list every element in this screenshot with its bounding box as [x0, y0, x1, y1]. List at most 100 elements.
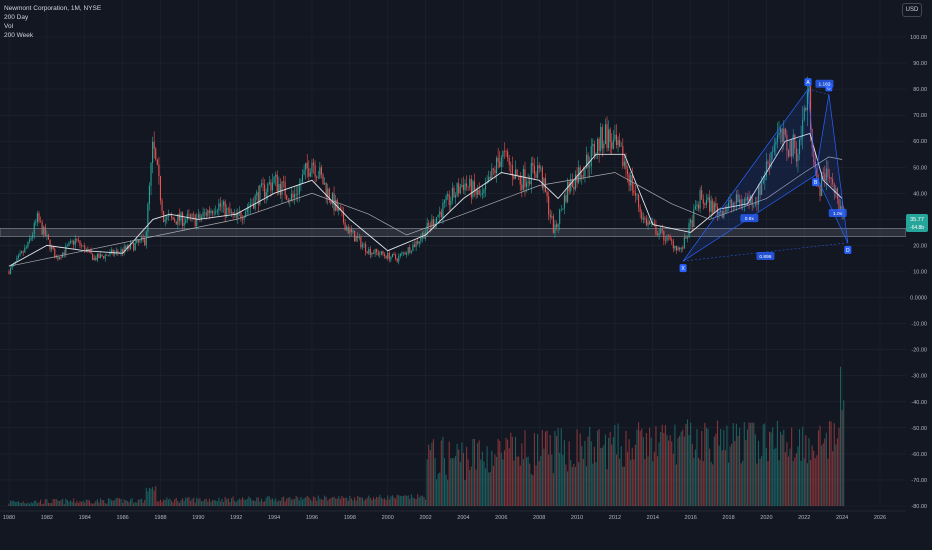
volume-bar	[319, 498, 321, 506]
volume-bar	[270, 499, 272, 506]
volume-bar	[142, 502, 144, 506]
candle-body	[795, 148, 797, 162]
volume-bar	[174, 499, 176, 506]
candle-body	[284, 181, 286, 196]
candle-body	[216, 210, 218, 212]
x-tick-label: 2014	[647, 515, 659, 521]
candle-body	[415, 241, 417, 247]
volume-bar	[656, 456, 659, 506]
volume-bar	[402, 495, 405, 506]
volume-bar	[224, 497, 226, 506]
legend-ma-200-week[interactable]: 200 Week	[4, 32, 34, 39]
volume-bar	[450, 458, 452, 506]
volume-bar	[409, 498, 411, 506]
candle-body	[805, 107, 807, 111]
candle-body	[245, 211, 247, 218]
volume-bar	[454, 456, 457, 506]
volume-bar	[488, 472, 490, 506]
candle-body	[765, 161, 767, 177]
volume-bar	[511, 436, 513, 506]
volume-bar	[727, 462, 730, 506]
legend-ma-200-day[interactable]: 200 Day	[4, 14, 29, 21]
candle-body	[574, 174, 577, 190]
candle-body	[202, 212, 204, 217]
candle-body	[421, 232, 423, 239]
volume-bar	[35, 500, 37, 506]
candle-body	[781, 128, 783, 143]
candle-body	[36, 213, 38, 222]
candle-body	[649, 221, 651, 224]
candle-body	[309, 172, 311, 177]
candle-body	[505, 151, 507, 152]
candle-body	[137, 239, 139, 243]
candle-body	[172, 217, 174, 220]
candle-body	[440, 211, 442, 218]
candle-body	[122, 249, 124, 254]
volume-bar	[535, 465, 537, 506]
chart-legend: Newmont Corporation, 1M, NYSE 200 Day Vo…	[4, 4, 101, 40]
candle-body	[324, 183, 326, 185]
candle-body	[134, 243, 136, 251]
volume-bar	[631, 447, 633, 506]
candle-body	[35, 221, 37, 223]
legend-volume[interactable]: Vol	[4, 23, 14, 30]
candle-body	[696, 204, 698, 207]
volume-bar	[712, 464, 714, 506]
candle-body	[821, 172, 823, 196]
price-axis[interactable]: 100.0090.0080.0070.0060.0050.0040.0030.0…	[906, 0, 932, 550]
volume-bar	[341, 496, 343, 506]
volume-bar	[49, 503, 51, 506]
candle-body	[115, 250, 117, 253]
candle-body	[622, 146, 624, 166]
time-axis[interactable]: 1980 1982 1984 1986 1988 1990 1992 1994 1996 1998…	[0, 510, 906, 521]
ma-200-week-line	[8, 156, 843, 267]
candle-body	[488, 176, 490, 183]
volume-bar	[549, 434, 551, 506]
candle-body	[40, 221, 42, 223]
volume-bar	[205, 498, 207, 506]
candle-body	[104, 255, 106, 259]
volume-bar	[817, 430, 820, 506]
candle-body	[298, 184, 300, 194]
candle-body	[544, 178, 547, 192]
candle-body	[669, 236, 671, 240]
candle-body	[170, 215, 173, 218]
x-tick-label: 2026	[874, 515, 886, 521]
candle-body	[305, 162, 307, 171]
candle-body	[814, 161, 816, 168]
volume-bar	[374, 498, 376, 506]
candle-body	[365, 243, 367, 252]
volume-bar	[702, 461, 704, 506]
candle-body	[38, 213, 40, 222]
x-tick-label: 2008	[533, 515, 545, 521]
volume-bar	[551, 454, 553, 506]
volume-bar	[508, 448, 510, 506]
volume-bar	[232, 496, 234, 506]
volume-bar	[131, 498, 133, 506]
currency-button[interactable]: USD	[902, 3, 922, 17]
candle-body	[743, 198, 745, 204]
volume-bar	[787, 456, 790, 506]
candle-body	[732, 203, 734, 206]
legend-symbol-title[interactable]: Newmont Corporation, 1M, NYSE	[4, 5, 102, 12]
volume-bar	[718, 445, 720, 506]
volume-bar	[235, 501, 237, 506]
volume-bar	[710, 461, 712, 506]
x-tick-label: 1990	[192, 515, 204, 521]
volume-bar	[415, 498, 417, 506]
candle-body	[234, 213, 236, 215]
candle-body	[129, 243, 132, 249]
volume-bar	[573, 464, 575, 506]
volume-bar	[615, 454, 618, 506]
volume-bar	[581, 446, 583, 506]
y-tick-label: 40.00	[913, 191, 927, 197]
volume-bar	[563, 440, 565, 506]
candle-body	[398, 255, 400, 262]
volume-bar	[314, 497, 316, 506]
volume-bar	[491, 450, 493, 506]
volume-bar	[691, 443, 693, 506]
candle-body	[224, 201, 226, 217]
candle-body	[383, 254, 386, 256]
candle-body	[753, 204, 755, 206]
